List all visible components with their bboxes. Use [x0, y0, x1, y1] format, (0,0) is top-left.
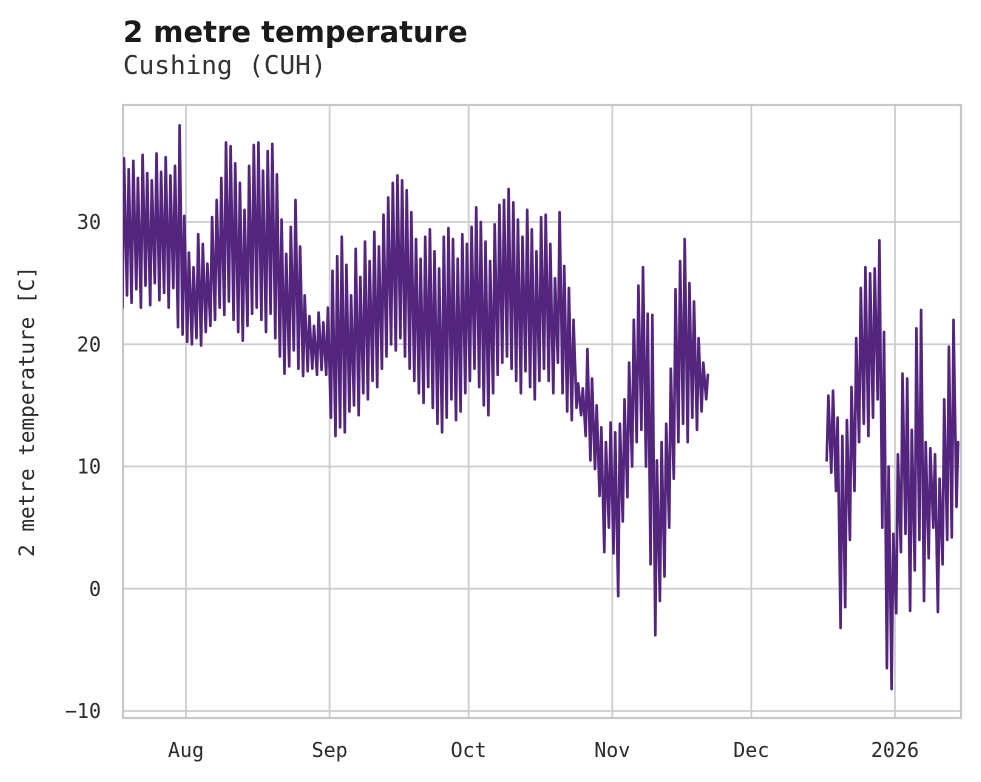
- gridlines: [123, 105, 961, 718]
- chart-subtitle: Cushing (CUH): [123, 51, 327, 81]
- x-tick-label: Sep: [312, 738, 348, 762]
- y-tick-label: 10: [77, 455, 101, 479]
- y-tick-label: 0: [89, 577, 101, 601]
- x-tick-label: Dec: [733, 738, 769, 762]
- x-tick-label: Nov: [594, 738, 630, 762]
- line-segment: [825, 238, 960, 691]
- line-segment: [123, 124, 710, 637]
- y-tick-label: 30: [77, 210, 101, 234]
- y-tick-label: −10: [65, 699, 101, 723]
- temperature-line: [123, 124, 960, 691]
- axes-frame: [121, 103, 963, 720]
- chart-title: 2 metre temperature: [123, 15, 468, 49]
- x-tick-label: Aug: [168, 738, 204, 762]
- y-tick-label: 20: [77, 332, 101, 356]
- y-axis-tick-labels: 30 20 10 0 −10: [65, 210, 101, 723]
- x-tick-label: 2026: [871, 738, 919, 762]
- x-tick-label: Oct: [451, 738, 487, 762]
- x-axis-tick-labels: Aug Sep Oct Nov Dec 2026: [168, 738, 919, 762]
- y-axis-label: 2 metre temperature [C]: [15, 266, 39, 557]
